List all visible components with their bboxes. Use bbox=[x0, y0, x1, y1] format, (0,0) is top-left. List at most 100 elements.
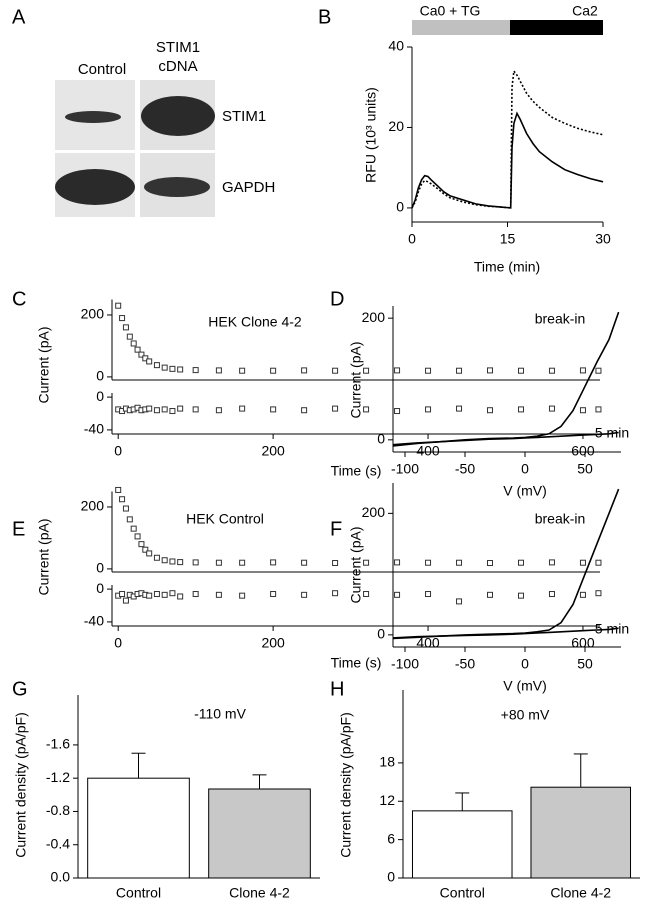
point bbox=[487, 560, 494, 567]
point bbox=[119, 591, 126, 598]
bar bbox=[208, 788, 311, 879]
bar bbox=[530, 786, 632, 879]
band bbox=[144, 177, 210, 197]
point bbox=[363, 367, 370, 374]
series-label: break-in bbox=[535, 511, 586, 527]
point bbox=[146, 405, 153, 412]
y-tick-label: 20 bbox=[388, 118, 404, 134]
x-tick-label: 0 bbox=[408, 231, 416, 247]
point bbox=[115, 486, 122, 493]
blot-column: STIM1 cDNA bbox=[155, 39, 201, 75]
point bbox=[548, 405, 555, 412]
y-axis-label: Current (pA) bbox=[36, 326, 52, 403]
point bbox=[169, 558, 176, 565]
point bbox=[595, 590, 602, 597]
point bbox=[517, 592, 524, 599]
point bbox=[579, 591, 586, 598]
point bbox=[192, 367, 199, 374]
point bbox=[548, 559, 555, 566]
point bbox=[177, 366, 184, 373]
x-tick-label: 0 bbox=[114, 443, 122, 459]
point bbox=[215, 559, 222, 566]
y-tick-label: 12 bbox=[379, 792, 395, 808]
point bbox=[146, 592, 153, 599]
point bbox=[192, 591, 199, 598]
point bbox=[301, 367, 308, 374]
x-tick-label: -100 bbox=[391, 461, 419, 477]
point bbox=[215, 591, 222, 598]
point bbox=[548, 591, 555, 598]
point bbox=[130, 525, 137, 532]
panel-label: F bbox=[330, 518, 342, 540]
series-label: break-in bbox=[535, 311, 586, 327]
point bbox=[595, 367, 602, 374]
series-label: 5 min bbox=[595, 621, 629, 637]
point bbox=[122, 324, 129, 331]
x-tick-label: Control bbox=[440, 885, 485, 900]
x-tick-label: 400 bbox=[416, 443, 440, 459]
blot-column: Control bbox=[77, 61, 127, 78]
y-tick-label: 0 bbox=[96, 560, 104, 576]
point bbox=[270, 406, 277, 413]
point bbox=[363, 559, 370, 566]
point bbox=[270, 367, 277, 374]
y-tick-label: -0.8 bbox=[46, 802, 70, 818]
point bbox=[239, 592, 246, 599]
condition-bar bbox=[510, 20, 603, 35]
annotation: +80 mV bbox=[501, 707, 550, 723]
point bbox=[487, 407, 494, 414]
point bbox=[363, 406, 370, 413]
point bbox=[425, 367, 432, 374]
point bbox=[301, 559, 308, 566]
point bbox=[595, 406, 602, 413]
point bbox=[161, 406, 168, 413]
point bbox=[579, 367, 586, 374]
point bbox=[595, 559, 602, 566]
point bbox=[270, 591, 277, 598]
series-label: 5 min bbox=[595, 425, 629, 441]
point bbox=[119, 315, 126, 322]
bar bbox=[87, 777, 190, 879]
blot-row: STIM1 bbox=[222, 108, 267, 125]
point bbox=[169, 590, 176, 597]
point bbox=[517, 406, 524, 413]
y-axis-label: RFU (10³ units) bbox=[363, 87, 379, 183]
y-tick-label: 0 bbox=[377, 431, 385, 447]
y-tick-label: 200 bbox=[81, 498, 105, 514]
x-tick-label: 200 bbox=[261, 635, 285, 651]
point bbox=[332, 590, 339, 597]
point bbox=[394, 408, 401, 415]
point bbox=[153, 407, 160, 414]
x-tick-label: -50 bbox=[455, 461, 475, 477]
annotation: Ca2 bbox=[572, 3, 598, 19]
point bbox=[394, 367, 401, 374]
point bbox=[122, 505, 129, 512]
point bbox=[192, 559, 199, 566]
point bbox=[161, 591, 168, 598]
x-tick-label: Control bbox=[116, 885, 161, 900]
point bbox=[142, 546, 149, 553]
point bbox=[138, 541, 145, 548]
point bbox=[270, 559, 277, 566]
y-tick-label: -40 bbox=[84, 421, 104, 437]
point bbox=[130, 340, 137, 347]
x-tick-label: 0 bbox=[521, 656, 529, 672]
x-axis-label: Time (s) bbox=[331, 463, 382, 479]
y-tick-label: 18 bbox=[379, 754, 395, 770]
y-tick-label: 0 bbox=[387, 869, 395, 885]
bar bbox=[411, 810, 513, 879]
y-axis-label: Current density (pA/pF) bbox=[13, 712, 29, 858]
point bbox=[169, 365, 176, 372]
y-tick-label: -1.2 bbox=[46, 769, 70, 785]
panel-label: H bbox=[330, 678, 344, 700]
point bbox=[517, 367, 524, 374]
x-tick-label: 600 bbox=[571, 443, 595, 459]
annotation: Ca0 + TG bbox=[420, 3, 481, 19]
point bbox=[142, 355, 149, 362]
x-tick-label: Clone 4-2 bbox=[229, 885, 290, 900]
y-tick-label: 200 bbox=[81, 306, 105, 322]
point bbox=[394, 559, 401, 566]
condition-bar bbox=[412, 20, 510, 35]
y-tick-label: -0.4 bbox=[46, 835, 70, 851]
